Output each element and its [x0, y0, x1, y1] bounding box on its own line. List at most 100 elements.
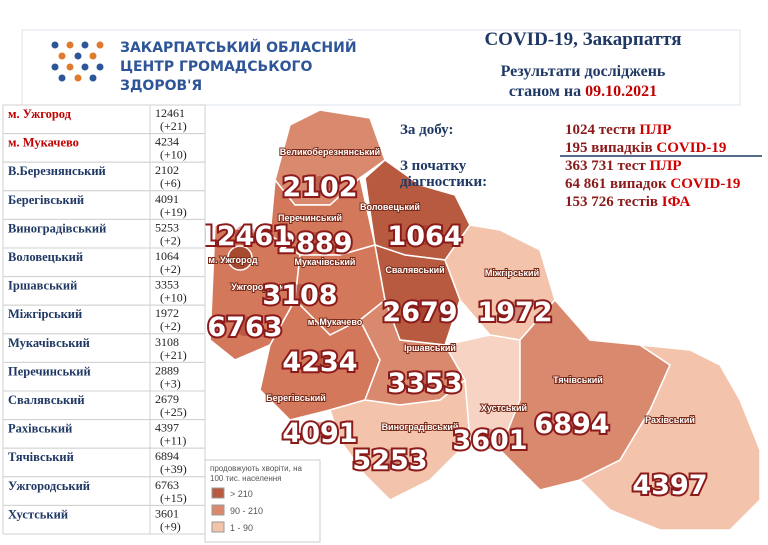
region-name: Ужгородський [231, 282, 295, 292]
header-frame [21, 29, 741, 106]
region-value: 2679 [382, 297, 457, 328]
district-total: 3601 [155, 506, 179, 520]
date-prefix: станом на [509, 83, 581, 100]
region-name: Рахівський [645, 415, 695, 425]
hotspot [305, 232, 325, 252]
region-value: 4234 [282, 347, 357, 378]
district-delta: (+9) [160, 519, 181, 533]
region-name: м. Ужгород [208, 255, 258, 265]
district-total: 4091 [155, 192, 179, 206]
district-total: 3353 [155, 278, 179, 292]
hotspot [310, 422, 330, 442]
hotspot [562, 413, 582, 433]
stat-unit: ПЛР [639, 122, 671, 138]
region-name: Виноградівський [382, 422, 459, 432]
district-name: Рахівський [8, 422, 72, 436]
row-box [2, 104, 151, 135]
district-delta: (+2) [160, 233, 181, 247]
stat-line: 195 випадків COVID-19 [565, 140, 726, 156]
hotspot [235, 225, 255, 245]
stat-line: 1024 тести ПЛР [565, 122, 671, 138]
district-total: 6894 [155, 449, 179, 463]
row-box [149, 190, 206, 220]
legend-swatch [211, 487, 225, 499]
title: COVID-19, Закарпаття [484, 29, 681, 50]
row-box [2, 476, 151, 506]
stat-unit: ПЛР [650, 158, 682, 174]
hotspot [310, 176, 330, 196]
row-box [2, 161, 151, 192]
district-name: В.Березнянський [8, 164, 106, 178]
district-total: 2889 [155, 363, 179, 377]
district-name: Виноградівський [8, 221, 106, 235]
hotspot [415, 225, 435, 245]
region-name: Тячівський [553, 375, 603, 385]
row-box [2, 218, 151, 249]
region-value: 5253 [352, 445, 427, 476]
row-box [2, 390, 151, 421]
region-name: Мукачівський [295, 257, 356, 267]
stat-value: 1024 тести [565, 122, 636, 138]
district-delta: (+10) [160, 148, 187, 162]
row-box [149, 276, 206, 306]
district-total: 1972 [155, 306, 179, 320]
legend-swatch [211, 504, 225, 516]
row-box [149, 476, 206, 506]
district-name: Перечинський [8, 364, 91, 378]
region-value: 4397 [632, 470, 707, 501]
region-value: 6894 [534, 409, 609, 440]
region-value: 2889 [277, 228, 352, 259]
hotspot [410, 301, 430, 321]
region-value: 3601 [452, 425, 527, 456]
district-delta: (+21) [160, 119, 187, 133]
district-total: 4234 [155, 135, 179, 149]
region-value: 3108 [262, 280, 337, 311]
district-delta: (+10) [160, 291, 187, 305]
stat-value: 195 випадків [565, 140, 653, 156]
row-box [149, 390, 206, 421]
stat-unit: COVID-19 [656, 140, 726, 156]
district-delta: (+25) [160, 405, 187, 419]
district-name: м. Мукачево [8, 136, 79, 150]
date: 09.10.2021 [585, 83, 657, 100]
district-delta: (+3) [160, 376, 181, 390]
row-box [2, 247, 151, 278]
legend-title: продовжують хворіти, на [210, 464, 302, 473]
stat-value: 64 861 випадок [565, 176, 667, 192]
hotspot [310, 351, 330, 371]
district-name: м. Ужгород [8, 107, 72, 121]
district-name: Тячівський [8, 450, 74, 464]
region-name: Перечинський [278, 213, 342, 223]
hotspot [380, 449, 400, 469]
district-name: Свалявський [8, 393, 85, 407]
district-name: Мукачівський [8, 336, 90, 350]
stat-unit: COVID-19 [670, 176, 740, 192]
region-name: Берегівський [266, 393, 326, 403]
logo [51, 41, 104, 82]
region-name: Іршавський [404, 343, 456, 353]
row-box [149, 419, 206, 449]
row-box [2, 361, 151, 392]
district-delta: (+21) [160, 348, 187, 362]
row-box [149, 361, 206, 392]
subtitle: Результати досліджень [501, 63, 666, 80]
region-name: Великоберезнянський [280, 147, 380, 157]
row-box [149, 133, 206, 163]
district-table: м. Ужгород 12461(+21)м. Мукачево 4234(+10)… [2, 104, 206, 535]
district-name: Іршавський [8, 279, 77, 293]
date-line: станом на 09.10.2021 [509, 83, 657, 100]
hotspot [505, 301, 525, 321]
hotspot [415, 372, 435, 392]
district-delta: (+39) [160, 462, 187, 476]
row-box [2, 304, 151, 335]
legend-label: 90 - 210 [230, 506, 263, 516]
stat-line: 153 726 тестів ІФА [565, 194, 691, 210]
stat-unit: ІФА [662, 194, 691, 210]
district-total: 5253 [155, 220, 179, 234]
stat-value: 153 726 тестів [565, 194, 658, 210]
region-value: 3353 [387, 368, 462, 399]
day-label: За добу: [400, 122, 453, 138]
org-line: ЗАКАРПАТСЬКИЙ ОБЛАСНИЙ [120, 39, 357, 56]
district-delta: (+2) [160, 262, 181, 276]
